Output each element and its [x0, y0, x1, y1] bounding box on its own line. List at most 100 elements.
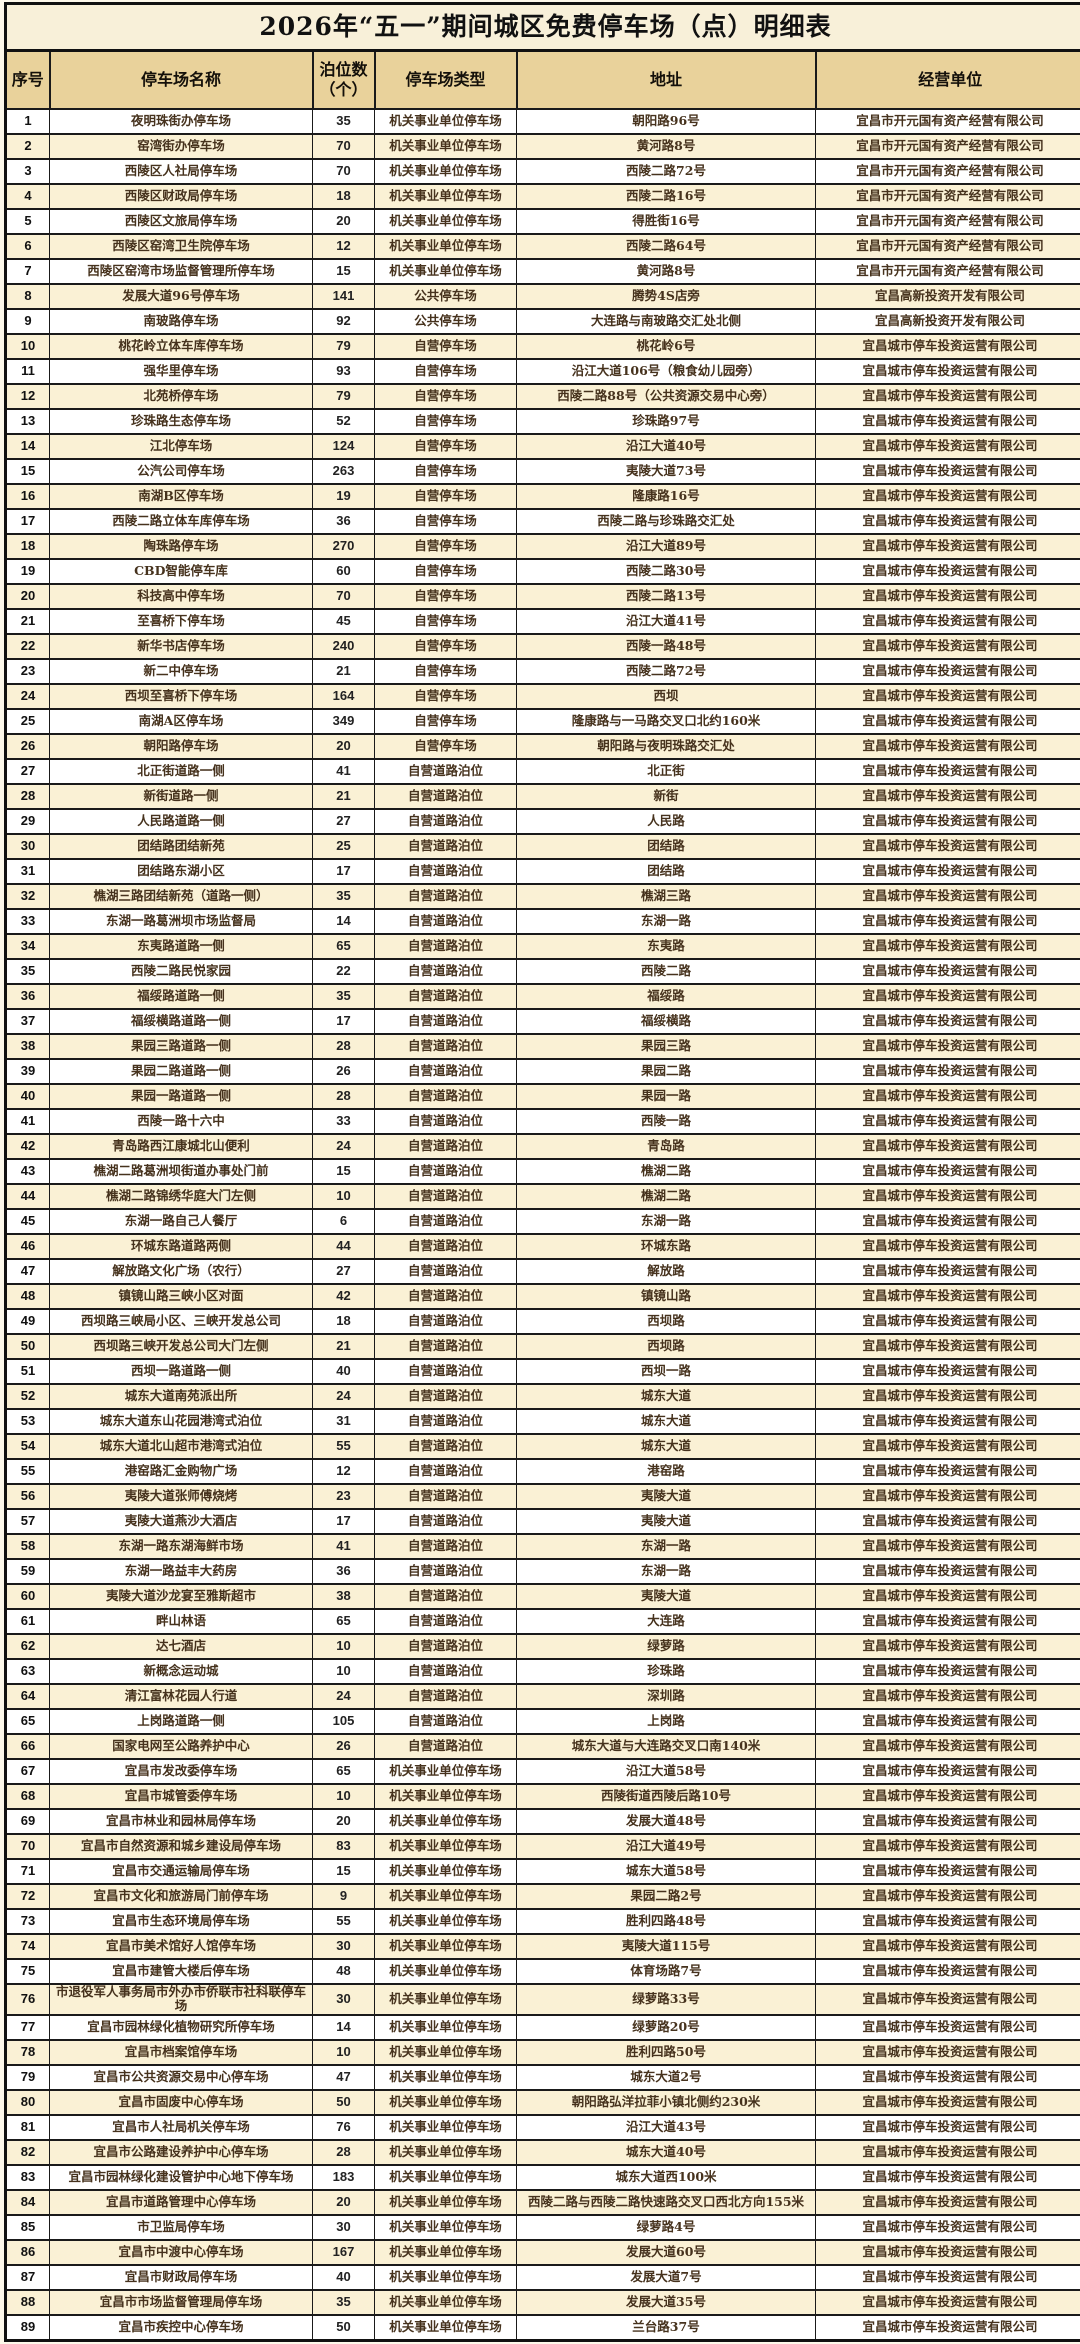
parking-name: 人民路道路一侧 [50, 809, 313, 834]
row-index: 88 [6, 2290, 50, 2315]
operator: 宜昌城市停车投资运营有限公司 [816, 384, 1080, 409]
operator: 宜昌城市停车投资运营有限公司 [816, 1809, 1080, 1834]
parking-type: 自营停车场 [375, 459, 517, 484]
operator: 宜昌城市停车投资运营有限公司 [816, 1009, 1080, 1034]
operator: 宜昌市开元国有资产经营有限公司 [816, 259, 1080, 284]
spaces-count: 240 [313, 634, 375, 659]
parking-type: 自营道路泊位 [375, 859, 517, 884]
row-index: 37 [6, 1009, 50, 1034]
parking-type: 自营道路泊位 [375, 1009, 517, 1034]
operator: 宜昌城市停车投资运营有限公司 [816, 834, 1080, 859]
parking-type: 自营停车场 [375, 359, 517, 384]
parking-type: 公共停车场 [375, 309, 517, 334]
row-index: 27 [6, 759, 50, 784]
parking-name: 宜昌市人社局机关停车场 [50, 2115, 313, 2140]
spaces-count: 38 [313, 1584, 375, 1609]
row-index: 4 [6, 184, 50, 209]
parking-type: 机关事业单位停车场 [375, 2115, 517, 2140]
column-header-address: 地址 [517, 51, 816, 110]
parking-type: 自营道路泊位 [375, 1309, 517, 1334]
spaces-count: 6 [313, 1209, 375, 1234]
parking-name: 宜昌市疾控中心停车场 [50, 2315, 313, 2341]
parking-name: 南玻路停车场 [50, 309, 313, 334]
parking-name: 福绥路道路一侧 [50, 984, 313, 1009]
row-index: 65 [6, 1709, 50, 1734]
spaces-count: 22 [313, 959, 375, 984]
row-index: 41 [6, 1109, 50, 1134]
spaces-count: 20 [313, 209, 375, 234]
address: 绿萝路4号 [517, 2215, 816, 2240]
parking-type: 自营停车场 [375, 559, 517, 584]
operator: 宜昌城市停车投资运营有限公司 [816, 509, 1080, 534]
parking-name: 宜昌市公共资源交易中心停车场 [50, 2065, 313, 2090]
row-index: 10 [6, 334, 50, 359]
parking-name: 桃花岭立体车库停车场 [50, 334, 313, 359]
operator: 宜昌城市停车投资运营有限公司 [816, 2090, 1080, 2115]
parking-name: 宜昌市自然资源和城乡建设局停车场 [50, 1834, 313, 1859]
parking-name: 西陵区窑湾市场监督管理所停车场 [50, 259, 313, 284]
spaces-count: 18 [313, 184, 375, 209]
parking-name: 东湖一路葛洲坝市场监督局 [50, 909, 313, 934]
address: 镇镜山路 [517, 1284, 816, 1309]
parking-type: 机关事业单位停车场 [375, 1859, 517, 1884]
parking-type: 机关事业单位停车场 [375, 2065, 517, 2090]
operator: 宜昌城市停车投资运营有限公司 [816, 1259, 1080, 1284]
parking-type: 机关事业单位停车场 [375, 2215, 517, 2240]
row-index: 49 [6, 1309, 50, 1334]
spaces-count: 12 [313, 234, 375, 259]
parking-type: 自营停车场 [375, 434, 517, 459]
address: 西陵二路13号 [517, 584, 816, 609]
spaces-count: 21 [313, 659, 375, 684]
address: 绿萝路 [517, 1634, 816, 1659]
spaces-count: 42 [313, 1284, 375, 1309]
row-index: 74 [6, 1934, 50, 1959]
operator: 宜昌城市停车投资运营有限公司 [816, 1409, 1080, 1434]
spaces-count: 48 [313, 1959, 375, 1984]
address: 朝阳路与夜明珠路交汇处 [517, 734, 816, 759]
parking-type: 机关事业单位停车场 [375, 134, 517, 159]
spaces-count: 44 [313, 1234, 375, 1259]
spaces-count: 9 [313, 1884, 375, 1909]
parking-name: 新二中停车场 [50, 659, 313, 684]
spaces-count: 70 [313, 159, 375, 184]
address: 胜利四路48号 [517, 1909, 816, 1934]
spaces-count: 15 [313, 259, 375, 284]
operator: 宜昌城市停车投资运营有限公司 [816, 2315, 1080, 2341]
address: 珍珠路 [517, 1659, 816, 1684]
spaces-count: 40 [313, 2265, 375, 2290]
operator: 宜昌城市停车投资运营有限公司 [816, 1459, 1080, 1484]
spaces-count: 28 [313, 1084, 375, 1109]
row-index: 6 [6, 234, 50, 259]
spaces-count: 17 [313, 1509, 375, 1534]
parking-type: 自营道路泊位 [375, 1084, 517, 1109]
address: 体育场路7号 [517, 1959, 816, 1984]
parking-name: 团结路东湖小区 [50, 859, 313, 884]
operator: 宜昌城市停车投资运营有限公司 [816, 1834, 1080, 1859]
address: 果园二路 [517, 1059, 816, 1084]
address: 城东大道与大连路交叉口南140米 [517, 1734, 816, 1759]
parking-name: 镇镜山路三峡小区对面 [50, 1284, 313, 1309]
address: 朝阳路弘洋拉菲小镇北侧约230米 [517, 2090, 816, 2115]
address: 城东大道 [517, 1409, 816, 1434]
parking-name: 宜昌市交通运输局停车场 [50, 1859, 313, 1884]
parking-type: 自营道路泊位 [375, 934, 517, 959]
address: 深圳路 [517, 1684, 816, 1709]
address: 沿江大道40号 [517, 434, 816, 459]
spaces-count: 35 [313, 884, 375, 909]
address: 发展大道7号 [517, 2265, 816, 2290]
operator: 宜昌城市停车投资运营有限公司 [816, 459, 1080, 484]
address: 沿江大道49号 [517, 1834, 816, 1859]
address: 桃花岭6号 [517, 334, 816, 359]
page-title: 2026年“五一”期间城区免费停车场（点）明细表 [6, 4, 1080, 51]
